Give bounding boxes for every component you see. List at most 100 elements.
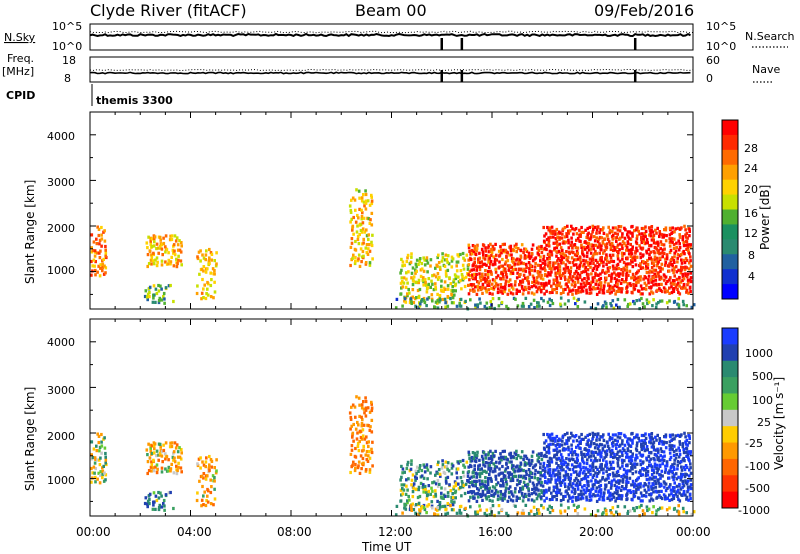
power-cell — [603, 280, 607, 284]
velocity-cell — [519, 461, 523, 465]
power-cell — [631, 247, 634, 251]
power-cell — [558, 274, 562, 278]
power-cell — [483, 262, 487, 266]
velocity-cell — [512, 464, 515, 468]
power-cell — [213, 272, 216, 276]
velocity-cell — [572, 458, 575, 462]
velocity-cell — [148, 492, 152, 496]
power-cell — [477, 281, 481, 285]
velocity-cell — [523, 454, 526, 458]
velocity-cell — [348, 411, 352, 415]
velocity-cell — [586, 443, 590, 447]
power-cell — [673, 266, 676, 270]
power-cell — [635, 255, 639, 259]
power-cell — [600, 248, 603, 252]
velocity-cell — [370, 430, 374, 434]
velocity-cell — [531, 466, 535, 470]
power-cell — [564, 266, 568, 270]
power-cell — [640, 296, 643, 301]
velocity-cell — [579, 467, 583, 472]
power-cell — [627, 252, 631, 256]
velocity-cell — [599, 435, 602, 439]
velocity-cell — [641, 509, 645, 513]
velocity-cell — [162, 448, 166, 453]
velocity-cell — [446, 491, 450, 495]
power-cell — [441, 297, 445, 302]
velocity-cell — [494, 477, 498, 481]
velocity-cell — [160, 450, 164, 454]
power-cell — [610, 259, 613, 263]
velocity-cell — [95, 449, 99, 453]
power-cell — [689, 264, 693, 268]
velocity-cell — [164, 457, 167, 461]
power-cell — [635, 299, 638, 303]
velocity-cell — [197, 457, 201, 461]
velocity-cell — [522, 457, 525, 462]
power-cell — [204, 253, 208, 257]
power-cell — [161, 253, 164, 257]
velocity-cell — [522, 468, 525, 473]
power-cell — [621, 240, 625, 244]
velocity-cell — [213, 466, 216, 470]
velocity-cell — [669, 483, 672, 487]
velocity-cell — [563, 509, 567, 513]
velocity-cell — [464, 482, 468, 486]
power-cell — [632, 282, 635, 287]
velocity-cell — [688, 441, 691, 445]
power-cell — [430, 297, 434, 301]
power-cell — [518, 283, 521, 287]
power-cell — [157, 289, 161, 293]
velocity-cell — [202, 494, 205, 498]
velocity-cell — [91, 476, 94, 480]
power-cell — [643, 281, 647, 285]
power-cell — [576, 289, 580, 293]
velocity-cell — [514, 453, 518, 457]
velocity-cell — [473, 467, 476, 471]
power-cell — [613, 276, 617, 281]
power-cell — [550, 284, 553, 288]
power-cell — [574, 269, 578, 273]
velocity-cell — [689, 485, 692, 489]
velocity-cell — [552, 442, 555, 446]
velocity-cell — [504, 477, 507, 481]
velocity-cell — [164, 441, 168, 445]
power-cell — [147, 262, 151, 266]
velocity-cell — [602, 467, 605, 471]
velocity-cell — [651, 511, 654, 515]
velocity-cell — [550, 477, 553, 481]
velocity-cell — [542, 461, 546, 465]
velocity-cell — [522, 495, 525, 499]
power-cell — [667, 269, 671, 273]
power-cell — [360, 230, 364, 234]
velocity-cell — [663, 435, 666, 439]
power-cell — [678, 235, 682, 239]
velocity-cell — [360, 422, 364, 426]
velocity-cell — [528, 477, 531, 481]
velocity-cell — [688, 468, 691, 472]
velocity-cell — [640, 494, 644, 498]
power-cell — [204, 296, 208, 301]
power-cell — [563, 235, 567, 239]
velocity-cell — [587, 480, 590, 484]
power-cell — [148, 285, 152, 289]
velocity-cell — [576, 464, 580, 468]
power-cell — [517, 260, 521, 264]
velocity-cell — [461, 458, 465, 463]
power-cell — [682, 285, 685, 289]
power-cell — [493, 257, 497, 261]
velocity-cell — [570, 443, 573, 447]
velocity-cell — [196, 491, 199, 495]
velocity-cell — [566, 462, 570, 466]
power-cell — [654, 305, 658, 310]
nsearch-trace — [89, 30, 694, 34]
power-cell — [104, 248, 107, 252]
velocity-cell — [539, 471, 543, 475]
power-cell — [507, 280, 511, 284]
power-cell — [668, 244, 672, 248]
power-cell — [516, 247, 520, 251]
nsearch-tick-bottom: 10^0 — [706, 40, 736, 53]
power-cell — [631, 224, 634, 229]
velocity-cell — [603, 487, 607, 491]
power-cell — [678, 284, 681, 288]
power-cell — [576, 251, 579, 255]
